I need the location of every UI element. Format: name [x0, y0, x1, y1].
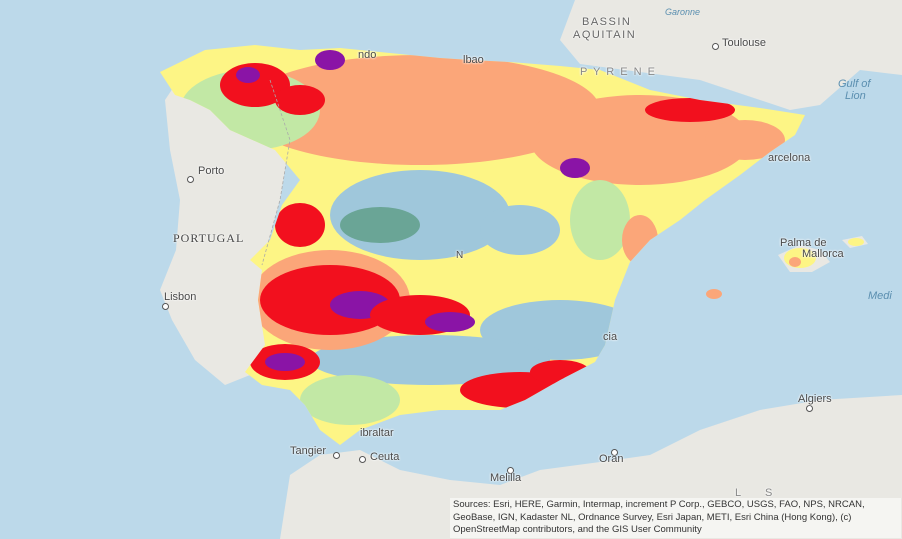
city-dot-ceuta: [359, 456, 366, 463]
label-bassin: BASSIN: [582, 16, 632, 28]
label-lion: Lion: [845, 90, 866, 102]
label-mallorca: Mallorca: [802, 248, 844, 260]
attribution-text: Sources: Esri, HERE, Garmin, Intermap, i…: [450, 498, 901, 538]
portugal-land: [160, 70, 290, 385]
france-land: [440, 0, 902, 110]
city-dot-porto: [187, 176, 194, 183]
label-barcelona: arcelona: [768, 152, 811, 164]
label-lisbon: Lisbon: [164, 291, 197, 303]
label-tangier: Tangier: [290, 445, 327, 457]
label-pyrenees: P Y R E N E: [580, 66, 657, 78]
city-dot-toulouse: [712, 43, 719, 50]
city-dot-lisbon: [162, 303, 169, 310]
label-toulouse: Toulouse: [722, 37, 767, 49]
label-aquitain: AQUITAIN: [573, 29, 637, 41]
city-dot-oran: [611, 449, 618, 456]
label-melilla: Melilla: [490, 472, 522, 484]
label-mediterranean: Medi: [868, 290, 892, 302]
label-atlas-s: S: [765, 487, 774, 499]
label-garonne: Garonne: [665, 7, 701, 17]
label-oran: Oran: [599, 453, 624, 465]
city-dot-melilla: [507, 467, 514, 474]
label-algiers: Algiers: [798, 393, 832, 405]
label-palma: Palma de: [780, 237, 827, 249]
label-madrid: N: [456, 250, 464, 261]
label-ceuta: Ceuta: [370, 451, 400, 463]
label-atlas-l: L: [735, 487, 743, 499]
label-gulf-of: Gulf of: [838, 78, 871, 90]
label-santander: ndo: [358, 49, 377, 61]
city-dot-algiers: [806, 405, 813, 412]
label-porto: Porto: [198, 165, 225, 177]
city-dot-tangier: [333, 452, 340, 459]
label-bilbao: lbao: [463, 54, 484, 66]
label-murcia: cia: [603, 331, 618, 343]
label-gibraltar: ibraltar: [360, 427, 394, 439]
label-portugal: PORTUGAL: [173, 231, 245, 245]
